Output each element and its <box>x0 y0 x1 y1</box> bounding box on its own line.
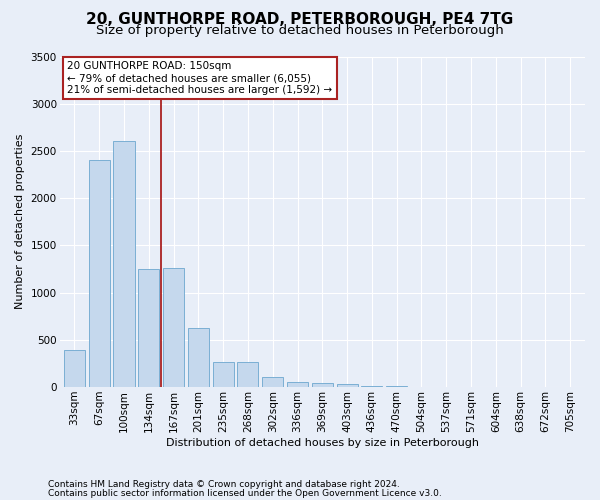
Bar <box>238 362 259 387</box>
Bar <box>113 142 134 387</box>
Text: Contains HM Land Registry data © Crown copyright and database right 2024.: Contains HM Land Registry data © Crown c… <box>48 480 400 489</box>
Y-axis label: Number of detached properties: Number of detached properties <box>15 134 25 310</box>
Bar <box>212 362 233 387</box>
Bar <box>89 160 110 387</box>
Bar <box>262 376 283 387</box>
Bar <box>163 268 184 387</box>
X-axis label: Distribution of detached houses by size in Peterborough: Distribution of detached houses by size … <box>166 438 479 448</box>
Bar <box>188 328 209 387</box>
Text: Contains public sector information licensed under the Open Government Licence v3: Contains public sector information licen… <box>48 488 442 498</box>
Bar <box>64 350 85 387</box>
Text: Size of property relative to detached houses in Peterborough: Size of property relative to detached ho… <box>96 24 504 37</box>
Text: 20, GUNTHORPE ROAD, PETERBOROUGH, PE4 7TG: 20, GUNTHORPE ROAD, PETERBOROUGH, PE4 7T… <box>86 12 514 26</box>
Bar <box>361 386 382 387</box>
Bar <box>337 384 358 387</box>
Bar <box>312 384 333 387</box>
Text: 20 GUNTHORPE ROAD: 150sqm
← 79% of detached houses are smaller (6,055)
21% of se: 20 GUNTHORPE ROAD: 150sqm ← 79% of detac… <box>67 62 332 94</box>
Bar <box>138 269 160 387</box>
Bar <box>386 386 407 387</box>
Bar <box>287 382 308 387</box>
